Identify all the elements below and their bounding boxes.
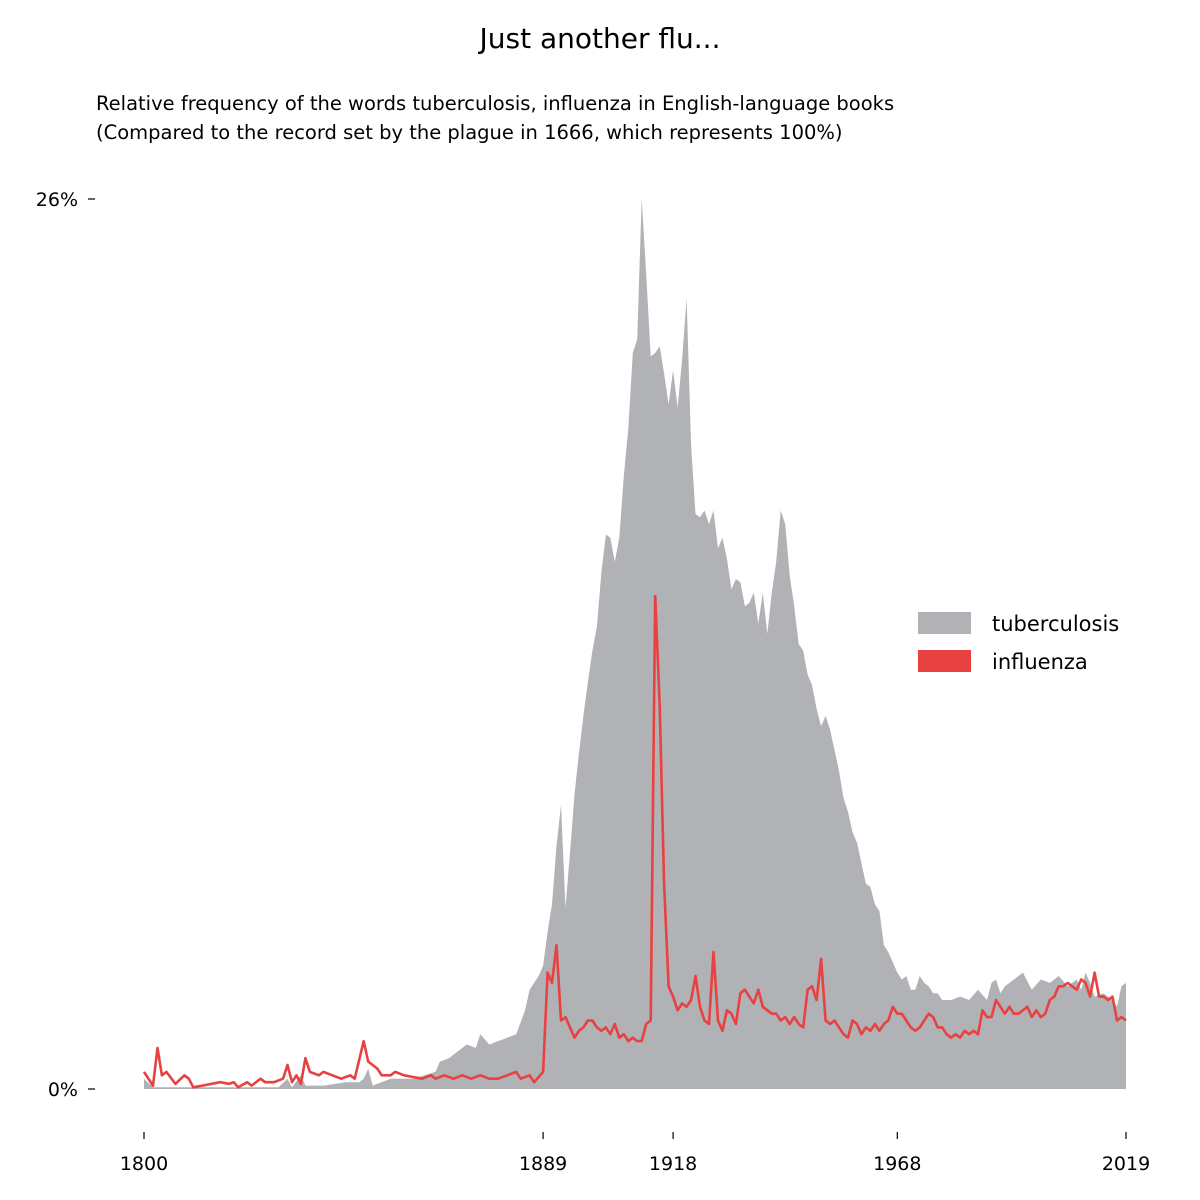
x-tick-label: 1889	[519, 1153, 567, 1175]
chart-subtitle-line-1: Relative frequency of the words tubercul…	[96, 92, 895, 115]
y-tick-label: 26%	[36, 189, 78, 211]
x-tick-label: 1918	[649, 1153, 697, 1175]
x-tick-label: 1800	[120, 1153, 168, 1175]
x-tick-label: 2019	[1102, 1153, 1150, 1175]
legend-label-tuberculosis: tuberculosis	[992, 612, 1119, 636]
series-line-influenza	[142, 594, 1127, 1089]
series-area-tuberculosis	[144, 199, 1126, 1089]
chart-title: Just another flu...	[479, 22, 721, 55]
legend-label-influenza: influenza	[992, 650, 1088, 674]
x-tick-label: 1968	[873, 1153, 921, 1175]
legend-swatch-influenza	[918, 650, 971, 672]
legend-swatch-tuberculosis	[918, 612, 971, 634]
y-tick-label: 0%	[48, 1079, 78, 1101]
chart-subtitle-line-2: (Compared to the record set by the plagu…	[96, 121, 843, 144]
